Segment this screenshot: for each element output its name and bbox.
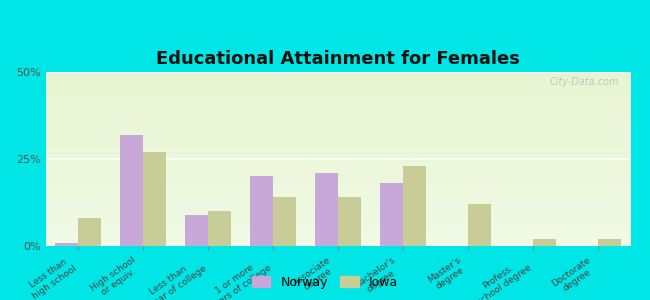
Bar — [273, 197, 296, 246]
Bar — [380, 183, 403, 246]
Bar — [78, 218, 101, 246]
Bar — [120, 135, 143, 246]
Bar — [338, 197, 361, 246]
Bar — [185, 215, 208, 246]
Legend: Norway, Iowa: Norway, Iowa — [246, 271, 404, 294]
Bar — [533, 239, 556, 246]
Bar — [250, 176, 273, 246]
Bar — [403, 166, 426, 246]
Bar — [315, 173, 338, 246]
Bar — [55, 242, 78, 246]
Bar — [143, 152, 166, 246]
Title: Educational Attainment for Females: Educational Attainment for Females — [156, 50, 520, 68]
Bar — [208, 211, 231, 246]
Bar — [598, 239, 621, 246]
Bar — [468, 204, 491, 246]
Text: City-Data.com: City-Data.com — [549, 77, 619, 87]
